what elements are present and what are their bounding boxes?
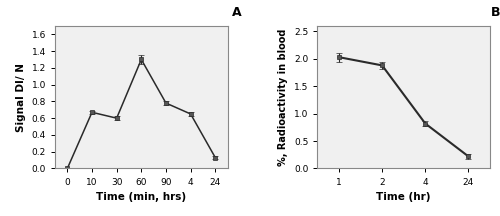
X-axis label: Time (min, hrs): Time (min, hrs) — [96, 192, 186, 202]
Text: A: A — [232, 6, 241, 19]
X-axis label: Time (hr): Time (hr) — [376, 192, 431, 202]
Text: B: B — [491, 6, 500, 19]
Y-axis label: %, Radioactivity in blood: %, Radioactivity in blood — [278, 29, 288, 166]
Y-axis label: Signal DI/ N: Signal DI/ N — [16, 63, 26, 132]
